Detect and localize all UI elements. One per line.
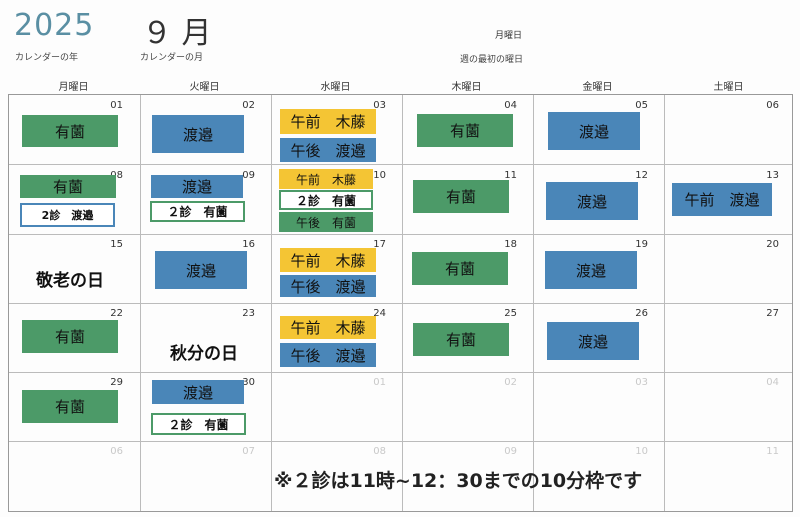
day-number: 06 [766,100,779,111]
grid-col-divider [140,95,141,511]
event-watanabe[interactable]: 渡邉 [152,380,244,404]
day-number-next-month: 06 [110,446,123,457]
event-watanabe[interactable]: 渡邉 [155,251,247,289]
second-exam-note: ※２診は11時~12：30までの10分枠です [274,470,643,492]
event-watanabe[interactable]: 渡邉 [546,182,638,220]
calendar-year-caption: カレンダーの年 [15,53,79,63]
event-second-exam-arizono[interactable]: ２診 有薗 [151,413,246,435]
day-number: 05 [635,100,648,111]
weekday-header: 月曜日 火曜日 水曜日 木曜日 金曜日 土曜日 [8,78,793,94]
day-number-next-month: 04 [766,377,779,388]
day-number: 03 [373,100,386,111]
event-am-kito[interactable]: 午前 木藤 [279,169,373,189]
event-pm-watanabe[interactable]: 午後 渡邉 [280,343,376,367]
event-pm-arizono[interactable]: 午後 有薗 [279,212,373,232]
grid-row-divider [9,303,792,304]
event-second-exam-arizono[interactable]: ２診 有薗 [279,190,373,210]
day-number: 16 [242,239,255,250]
grid-col-divider [402,95,403,511]
calendar-month: ９ 月 [142,16,212,51]
day-number: 01 [110,100,123,111]
day-number: 25 [504,308,517,319]
day-number: 27 [766,308,779,319]
event-arizono[interactable]: 有薗 [417,114,513,147]
day-number: 04 [504,100,517,111]
day-number-next-month: 03 [635,377,648,388]
day-number: 23 [242,308,255,319]
event-second-exam-watanabe[interactable]: 2診 渡邉 [20,203,115,227]
grid-row-divider [9,234,792,235]
day-number-next-month: 01 [373,377,386,388]
event-arizono[interactable]: 有薗 [22,320,118,353]
day-number: 10 [373,170,386,181]
weekday-tue: 火曜日 [189,82,220,93]
day-number: 17 [373,239,386,250]
event-watanabe[interactable]: 渡邉 [151,175,243,198]
event-second-exam-arizono[interactable]: ２診 有薗 [150,201,245,222]
day-number: 18 [504,239,517,250]
event-watanabe[interactable]: 渡邉 [545,251,637,289]
event-watanabe[interactable]: 渡邉 [547,322,639,360]
day-number: 02 [242,100,255,111]
event-am-kito[interactable]: 午前 木藤 [280,109,376,134]
weekday-wed: 水曜日 [320,82,351,93]
day-number: 08 [110,170,123,181]
calendar-grid [8,94,793,512]
grid-row-divider [9,164,792,165]
weekday-mon: 月曜日 [58,82,89,93]
event-pm-watanabe[interactable]: 午後 渡邉 [280,275,376,297]
day-number-next-month: 07 [242,446,255,457]
event-arizono[interactable]: 有薗 [412,252,508,285]
day-number: 11 [504,170,517,181]
day-number: 22 [110,308,123,319]
grid-row-divider [9,441,792,442]
event-arizono[interactable]: 有薗 [413,323,509,356]
day-number: 19 [635,239,648,250]
day-number: 30 [242,377,255,388]
grid-row-divider [9,372,792,373]
holiday-shubun: 秋分の日 [170,344,238,364]
event-arizono[interactable]: 有薗 [20,175,116,198]
day-number: 13 [766,170,779,181]
day-number: 29 [110,377,123,388]
event-arizono[interactable]: 有薗 [413,180,509,213]
day-number: 24 [373,308,386,319]
event-arizono[interactable]: 有薗 [22,390,118,423]
day-number-next-month: 08 [373,446,386,457]
grid-col-divider [664,95,665,511]
grid-col-divider [271,95,272,511]
event-am-kito[interactable]: 午前 木藤 [280,316,376,339]
weekday-fri: 金曜日 [582,82,613,93]
weekday-sat: 土曜日 [713,82,744,93]
day-number-next-month: 11 [766,446,779,457]
day-number-next-month: 09 [504,446,517,457]
day-number: 20 [766,239,779,250]
day-number-next-month: 02 [504,377,517,388]
event-watanabe[interactable]: 渡邉 [152,115,244,153]
week-start-day: 月曜日 [495,31,523,41]
day-number: 15 [110,239,123,250]
grid-col-divider [533,95,534,511]
event-am-watanabe[interactable]: 午前 渡邉 [672,183,772,216]
calendar-month-caption: カレンダーの月 [140,53,204,63]
calendar-year: 2025 [14,8,95,43]
week-start-caption: 週の最初の曜日 [460,55,524,65]
day-number-next-month: 10 [635,446,648,457]
holiday-keiro: 敬老の日 [36,271,104,291]
event-am-kito[interactable]: 午前 木藤 [280,248,376,272]
day-number: 09 [242,170,255,181]
weekday-thu: 木曜日 [451,82,482,93]
day-number: 26 [635,308,648,319]
event-arizono[interactable]: 有薗 [22,115,118,147]
event-pm-watanabe[interactable]: 午後 渡邉 [280,138,376,162]
event-watanabe[interactable]: 渡邉 [548,112,640,150]
day-number: 12 [635,170,648,181]
